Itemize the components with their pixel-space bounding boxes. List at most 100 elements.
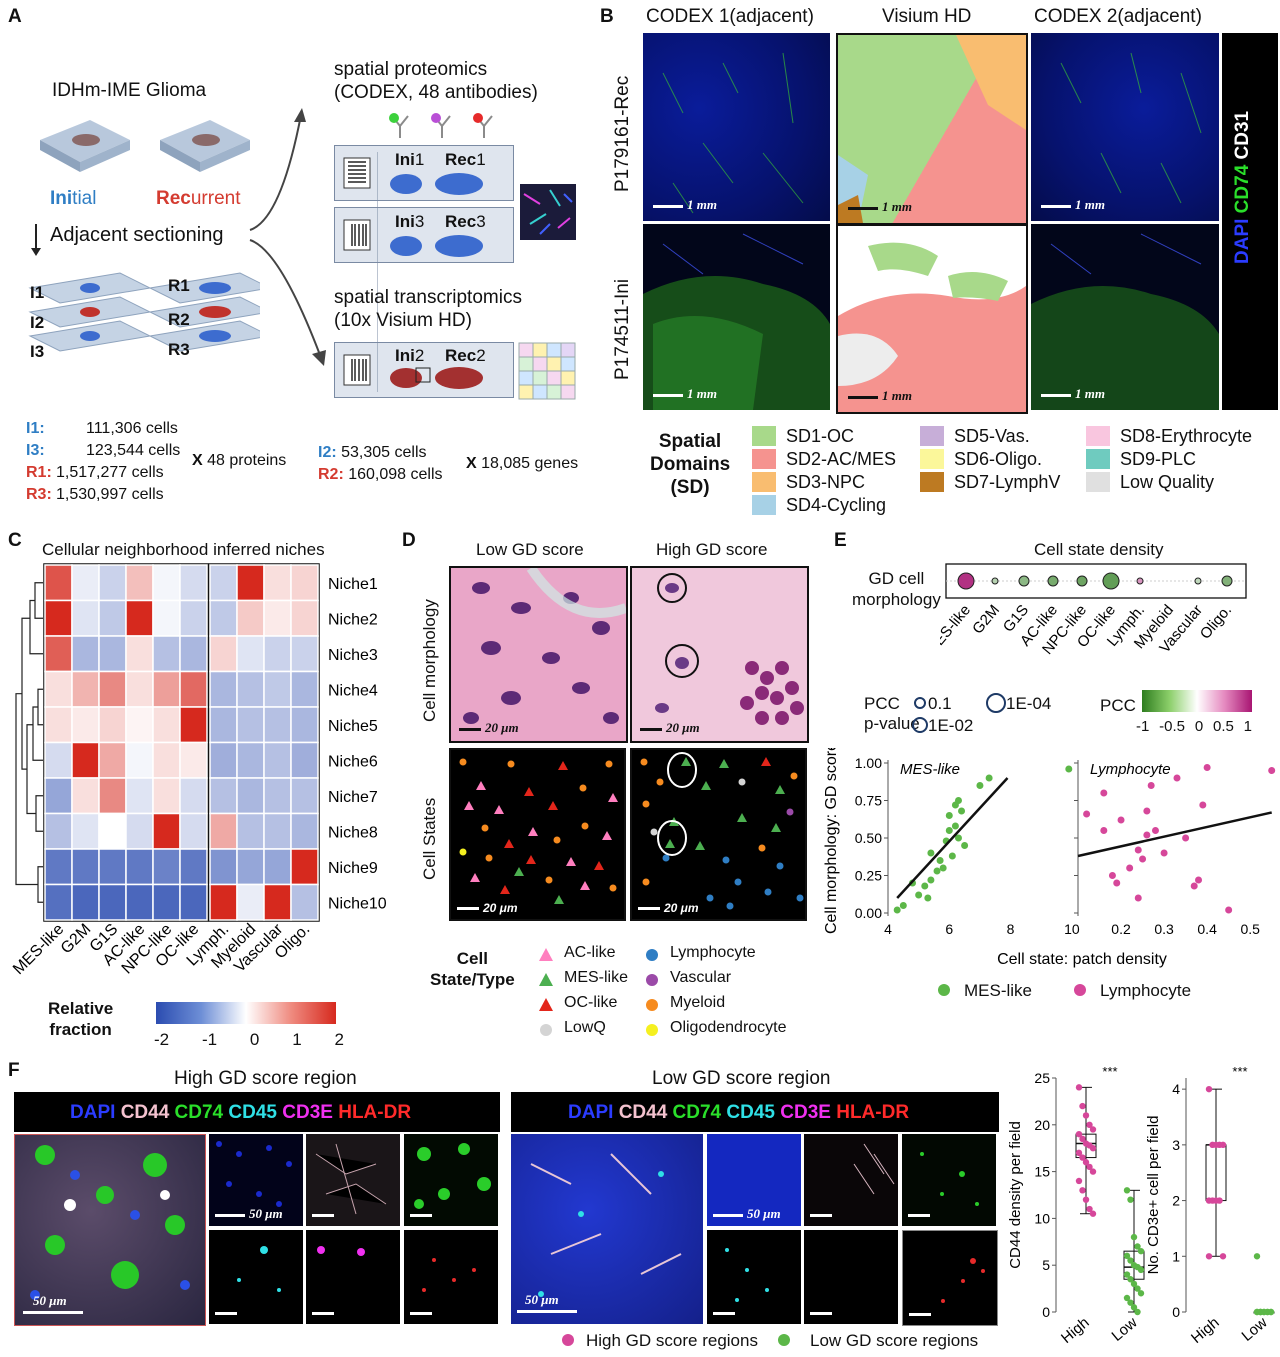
- cell-marker: [602, 831, 612, 840]
- row-label: Niche1: [328, 576, 378, 593]
- scatter-point: [961, 842, 969, 849]
- pcc-dot: [1047, 575, 1059, 587]
- heatmap-cell: [179, 564, 208, 602]
- heatmap-cell: [125, 599, 154, 637]
- heatmap-cell: [125, 883, 154, 921]
- heatmap-cell: [44, 564, 73, 602]
- cell-state-background: [449, 748, 626, 921]
- heatmap-cell: [263, 599, 292, 637]
- scatter-point: [1108, 872, 1116, 879]
- legend-high-region: High GD score regions: [586, 1331, 758, 1350]
- heatmap-cell: [98, 848, 127, 886]
- heatmap-cell: [71, 635, 100, 673]
- data-point: [1123, 1271, 1131, 1278]
- legend-swatch: [920, 472, 944, 492]
- heatmap-cell: [209, 599, 238, 637]
- title-low-region: Low GD score region: [652, 1068, 831, 1089]
- data-point: [1137, 1290, 1145, 1297]
- data-point: [1079, 1154, 1086, 1161]
- low-cd3e-image: [804, 1230, 898, 1324]
- dotplot-row-label: GD cell morphology: [852, 569, 941, 609]
- y-tick-label: 25: [1034, 1070, 1050, 1086]
- chip-label: Ini2: [395, 346, 425, 365]
- data-point: [1127, 1299, 1134, 1306]
- scatter-point: [1117, 816, 1125, 824]
- heatmap-cell: [263, 777, 292, 815]
- legend-label: MES-like: [564, 969, 629, 986]
- legend-label: SD8-Erythrocyte: [1120, 426, 1253, 446]
- slide-label: I2: [30, 313, 45, 332]
- scatter-point: [921, 882, 929, 890]
- heatmap-cell: [179, 741, 208, 779]
- heatmap-cell: [236, 812, 265, 850]
- y-tick-label: 10: [1034, 1210, 1050, 1226]
- data-point: [1075, 1130, 1083, 1138]
- dendrogram-branch: [32, 706, 43, 761]
- dendrogram-branch: [26, 724, 36, 815]
- x-tick-label: 4: [884, 921, 892, 937]
- x-tick-label: 6: [945, 921, 953, 937]
- panel-label-c: C: [8, 530, 22, 551]
- antibody-icons: [389, 113, 493, 138]
- data-point: [1089, 1210, 1097, 1217]
- legend-swatch: [752, 472, 776, 492]
- pcc-colorbar-label: PCC: [1100, 696, 1136, 715]
- pcc-dot: [957, 572, 975, 590]
- dendrogram-branch: [35, 795, 43, 832]
- heatmap-cell: [98, 564, 127, 602]
- scatter-point: [936, 857, 944, 864]
- heatmap-cell: [263, 706, 292, 744]
- scatter-point: [1134, 846, 1142, 854]
- data-point: [1089, 1126, 1097, 1133]
- heatmap-cell: [179, 812, 208, 850]
- heatmap-cell: [98, 777, 127, 815]
- y-tick-label: 2: [1172, 1193, 1180, 1209]
- data-point: [1086, 1121, 1093, 1128]
- heatmap-cell: [98, 812, 127, 850]
- glioma-title: IDHm-IME Glioma: [52, 80, 207, 101]
- data-point: [1267, 1308, 1275, 1316]
- data-point: [1127, 1196, 1134, 1203]
- legend-label: Lymphocyte: [670, 944, 756, 961]
- data-point: [1130, 1233, 1138, 1241]
- legend-marker-shape: [540, 1024, 552, 1036]
- scatter-point: [945, 812, 953, 819]
- heatmap-cell: [125, 741, 154, 779]
- marker-bar-low: [511, 1092, 999, 1132]
- legend-label: Oligodendrocyte: [670, 1019, 787, 1036]
- high-cd44-image: [306, 1134, 400, 1226]
- heatmap-cell: [236, 848, 265, 886]
- heatmap-cell: [71, 670, 100, 708]
- cell-marker: [796, 894, 804, 902]
- cell-marker: [579, 784, 587, 792]
- row-label: Niche10: [328, 895, 387, 912]
- niche-heatmap: Niche1 Niche2 Niche3 Niche4 Niche5 Niche6 Nich…: [10, 563, 387, 978]
- column-label: G2M: [58, 921, 95, 958]
- heatmap-cell: [179, 883, 208, 921]
- scatter-legend: [938, 984, 1086, 996]
- legend-label: SD1-OC: [786, 426, 855, 446]
- legend-marker-shape: [646, 974, 658, 986]
- data-point: [1137, 1266, 1145, 1274]
- cell-marker: [459, 848, 467, 856]
- cell-marker: [548, 801, 558, 810]
- cell-marker: [706, 894, 714, 902]
- cell-marker: [656, 778, 664, 786]
- category-label: Low: [1109, 1314, 1141, 1345]
- heatmap-colorbar: [156, 1002, 336, 1024]
- high-hladr-image: [404, 1230, 498, 1324]
- heatmap-cell: [236, 564, 265, 602]
- dendrogram-branch: [29, 599, 43, 655]
- cell-marker: [726, 902, 734, 910]
- legend-marker: [646, 999, 658, 1011]
- high-cd3e-image: [306, 1230, 400, 1324]
- highlight-circle: [657, 820, 687, 856]
- heatmap-cell: [290, 564, 319, 602]
- scatter-point: [1083, 810, 1091, 818]
- cell-state-background: [630, 748, 807, 921]
- row-title: P174511-Ini: [612, 278, 633, 380]
- flow-arrows: [249, 108, 326, 366]
- cell-marker: [608, 793, 618, 802]
- column-title: CODEX 1(adjacent): [646, 6, 814, 27]
- row-label: Niche2: [328, 611, 378, 628]
